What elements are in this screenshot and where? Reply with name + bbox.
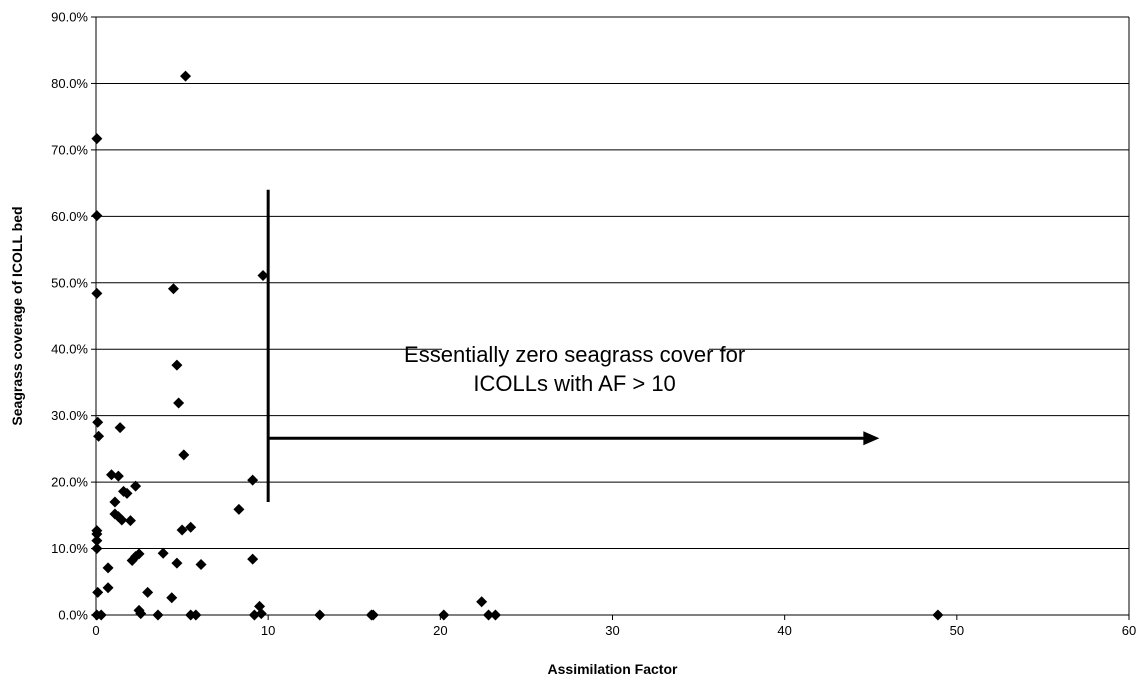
data-point: [314, 609, 326, 621]
data-point: [114, 422, 126, 434]
y-tick-label: 30.0%: [51, 408, 88, 423]
data-point: [932, 609, 944, 621]
data-point: [105, 469, 117, 481]
y-tick-label: 50.0%: [51, 275, 88, 290]
data-point: [171, 359, 183, 371]
x-tick-label: 50: [950, 623, 964, 638]
data-point: [171, 557, 183, 569]
data-point: [255, 608, 267, 620]
y-tick-label: 70.0%: [51, 142, 88, 157]
data-point: [92, 416, 104, 428]
data-point: [195, 559, 207, 571]
data-point: [102, 562, 114, 574]
data-point: [109, 496, 121, 508]
data-point: [124, 515, 136, 527]
y-tick-label: 90.0%: [51, 10, 88, 25]
y-axis-title: Seagrass coverage of ICOLL bed: [9, 206, 25, 425]
x-tick-label: 0: [92, 623, 99, 638]
data-point: [112, 470, 124, 482]
data-point: [130, 480, 142, 492]
data-point: [247, 553, 259, 565]
data-points: [91, 70, 944, 621]
y-tick-label: 80.0%: [51, 76, 88, 91]
x-tick-label: 60: [1122, 623, 1136, 638]
data-point: [93, 430, 105, 442]
data-point: [135, 608, 147, 620]
data-point: [167, 283, 179, 295]
data-point: [133, 548, 145, 560]
y-tick-label: 10.0%: [51, 541, 88, 556]
data-point: [248, 609, 260, 621]
data-point: [176, 524, 188, 536]
axes: [95, 17, 1130, 616]
x-axis-ticks: 0 10 20 30 40 50 60: [92, 615, 1136, 638]
data-point: [257, 269, 269, 281]
data-point: [95, 609, 107, 621]
annotation-shapes: [266, 189, 880, 503]
x-axis-title: Assimilation Factor: [548, 661, 678, 677]
data-point: [367, 609, 379, 621]
data-point: [91, 535, 103, 547]
data-point: [438, 609, 450, 621]
annotation-line-1: Essentially zero seagrass cover for: [404, 342, 745, 367]
y-tick-label: 60.0%: [51, 209, 88, 224]
data-point: [178, 449, 190, 461]
y-axis-ticks: 0.0% 10.0% 20.0% 30.0% 40.0% 50.0% 60.0% 70.0% 8…: [51, 10, 96, 623]
data-point: [489, 609, 501, 621]
data-point: [91, 287, 103, 299]
data-point: [483, 609, 495, 621]
data-point: [142, 586, 154, 598]
data-point: [173, 397, 185, 409]
y-tick-label: 20.0%: [51, 475, 88, 490]
data-point: [185, 521, 197, 533]
data-point: [190, 609, 202, 621]
data-point: [92, 586, 104, 598]
data-point: [102, 582, 114, 594]
annotation-line-2: ICOLLs with AF > 10: [473, 371, 675, 396]
data-point: [233, 503, 245, 515]
data-point: [247, 474, 259, 486]
data-point: [91, 210, 103, 222]
data-point: [157, 547, 169, 559]
x-tick-label: 40: [777, 623, 791, 638]
data-point: [180, 70, 192, 82]
data-point: [121, 487, 133, 499]
data-point: [152, 609, 164, 621]
data-point: [254, 600, 266, 612]
annotation-background: [442, 336, 709, 400]
annotation-arrow-head: [863, 431, 880, 446]
y-tick-label: 0.0%: [58, 608, 88, 623]
x-tick-label: 10: [261, 623, 275, 638]
data-point: [116, 514, 128, 526]
data-point: [166, 592, 178, 604]
data-point: [91, 133, 103, 145]
data-point: [91, 543, 103, 555]
data-point: [91, 528, 103, 540]
grid-lines: [96, 16, 1129, 550]
x-tick-label: 30: [605, 623, 619, 638]
data-point: [476, 596, 488, 608]
y-tick-label: 40.0%: [51, 342, 88, 357]
x-tick-label: 20: [433, 623, 447, 638]
